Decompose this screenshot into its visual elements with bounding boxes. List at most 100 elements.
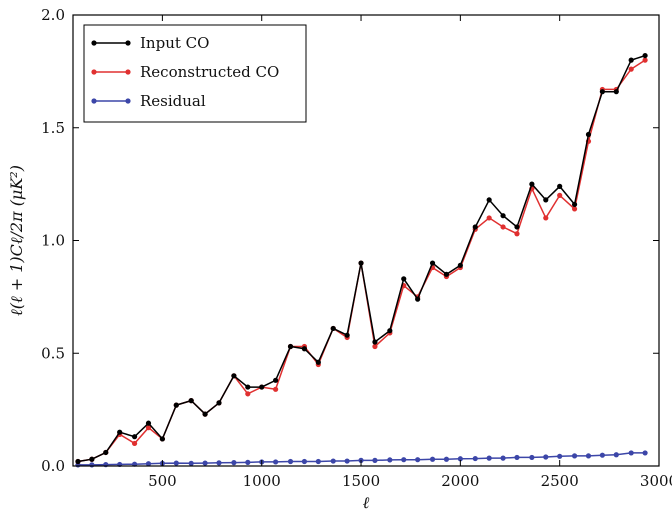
data-point-input-co [315, 359, 321, 365]
data-point-input-co [231, 373, 237, 379]
data-point-residual [188, 460, 194, 466]
y-tick-label: 0.0 [41, 457, 65, 475]
data-point-input-co [571, 201, 578, 208]
data-point-input-co [500, 213, 506, 219]
data-point-residual [245, 459, 251, 465]
y-tick-label: 1.5 [41, 119, 65, 137]
data-point-residual [330, 458, 336, 464]
data-point-residual [273, 459, 279, 465]
data-point-input-co [599, 89, 605, 95]
y-tick-label: 0.5 [41, 344, 65, 362]
data-point-residual [585, 453, 592, 459]
data-point-input-co [301, 346, 308, 352]
data-point-residual [429, 456, 436, 462]
data-point-residual [571, 453, 578, 459]
data-point-input-co [245, 384, 251, 390]
data-point-input-co [103, 449, 109, 456]
data-point-input-co [415, 296, 421, 302]
data-point-input-co [188, 398, 194, 404]
data-point-residual [301, 458, 308, 465]
data-point-residual [344, 458, 350, 464]
data-point-residual [387, 457, 393, 463]
data-point-residual [415, 457, 421, 463]
data-point-reconstructed-co [372, 343, 378, 350]
data-point-residual [500, 455, 506, 461]
data-point-input-co [486, 197, 492, 203]
legend-label-reconstructed-co: Reconstructed CO [140, 63, 279, 81]
data-point-input-co [372, 339, 378, 345]
data-point-residual [173, 460, 179, 466]
x-tick-label: 500 [148, 472, 177, 490]
data-point-input-co [330, 325, 336, 332]
data-point-input-co [628, 57, 634, 63]
data-point-input-co [145, 420, 152, 426]
data-point-residual [613, 452, 619, 458]
data-point-residual [231, 460, 237, 466]
data-point-input-co [543, 197, 549, 203]
data-point-reconstructed-co [557, 192, 563, 198]
data-point-residual [401, 457, 407, 463]
data-point-residual [216, 460, 222, 466]
data-point-input-co [173, 402, 179, 408]
data-point-reconstructed-co [486, 215, 492, 221]
data-point-input-co [216, 400, 222, 406]
data-point-residual [599, 452, 605, 458]
data-point-reconstructed-co [145, 425, 152, 431]
data-point-input-co [429, 260, 436, 266]
data-point-input-co [457, 262, 463, 268]
data-point-residual [529, 454, 535, 461]
data-point-input-co [387, 328, 393, 334]
x-axis-label: ℓ [363, 493, 370, 512]
x-tick-label: 2500 [541, 472, 579, 490]
data-point-residual [514, 454, 520, 461]
data-point-reconstructed-co [642, 57, 648, 63]
data-point-residual [486, 455, 492, 461]
data-point-residual [472, 455, 478, 462]
data-point-input-co [89, 456, 95, 462]
data-point-input-co [117, 429, 123, 435]
data-point-input-co [514, 224, 520, 230]
data-point-input-co [259, 384, 265, 390]
data-point-input-co [585, 131, 592, 138]
y-axis-label: ℓ(ℓ + 1)Cℓ/2π (μK²) [7, 165, 26, 316]
data-point-input-co [613, 89, 619, 95]
data-point-residual [287, 458, 294, 465]
data-point-reconstructed-co [245, 391, 251, 397]
data-point-input-co [131, 434, 138, 440]
legend: Input CO Reconstructed CO Residual [83, 24, 307, 123]
data-point-residual [443, 456, 450, 462]
legend-label-residual: Residual [140, 92, 206, 110]
data-point-input-co [159, 436, 165, 442]
data-point-input-co [273, 377, 279, 383]
data-point-reconstructed-co [500, 224, 506, 230]
x-tick-label: 2000 [441, 472, 479, 490]
legend-marker-input-co [125, 40, 131, 46]
data-point-input-co [75, 458, 81, 465]
x-tick-label: 1000 [243, 472, 281, 490]
data-point-residual [642, 450, 648, 456]
data-point-residual [557, 453, 563, 459]
data-point-reconstructed-co [131, 440, 138, 447]
data-point-input-co [344, 332, 350, 338]
x-tick-label: 1500 [342, 472, 380, 490]
data-point-input-co [401, 276, 407, 282]
legend-box [83, 24, 307, 123]
data-point-input-co [529, 181, 535, 187]
data-point-residual [145, 461, 152, 467]
y-tick-label: 1.0 [41, 232, 65, 250]
data-point-input-co [557, 183, 563, 189]
data-point-reconstructed-co [571, 206, 578, 212]
data-point-input-co [287, 343, 294, 350]
data-point-residual [543, 454, 549, 460]
data-point-input-co [202, 411, 208, 417]
legend-marker-residual [91, 98, 97, 104]
data-point-reconstructed-co [273, 386, 279, 392]
legend-marker-input-co [91, 40, 97, 46]
y-tick-label: 2.0 [41, 6, 65, 24]
data-point-residual [202, 460, 208, 466]
data-point-reconstructed-co [514, 231, 520, 237]
